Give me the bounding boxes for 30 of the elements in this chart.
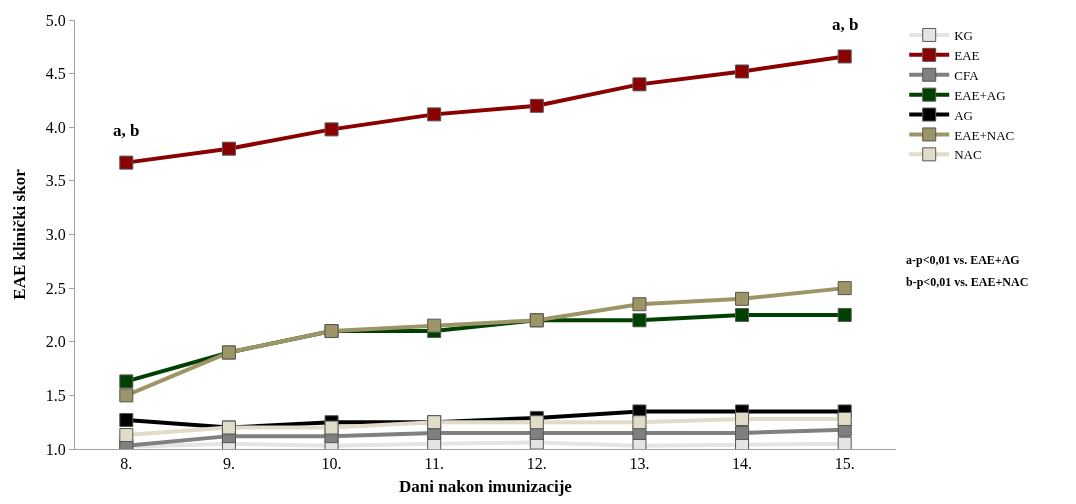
y-tick-label: 3.5 [45,172,66,190]
legend-label: EAE+NAC [954,127,1015,143]
legend-label: AG [954,107,973,123]
x-tick-label: 10. [321,455,342,473]
y-tick-label: 4.0 [45,118,66,136]
x-axis-title: Dani nakon imunizacije [399,476,573,496]
y-tick-label: 5.0 [45,11,66,29]
y-tick-label: 1.5 [45,386,66,404]
x-tick-label: 13. [629,455,650,473]
y-tick-label: 4.5 [45,65,66,83]
y-tick-label: 2.5 [45,279,66,297]
x-tick-label: 8. [120,455,133,473]
legend-label: NAC [954,147,982,163]
annotation: a, b [113,121,140,140]
legend-label: EAE [954,47,980,63]
annotation: a, b [832,15,859,34]
x-tick-label: 15. [834,455,855,473]
text: b-p<0,01 vs. EAE+NAC [906,275,1029,289]
x-tick-label: 12. [526,455,547,473]
x-tick-label: 9. [222,455,235,473]
x-tick-label: 11. [424,455,444,473]
y-axis-title: EAE klinički skor [10,168,30,300]
y-tick-label: 3.0 [45,226,66,244]
legend-label: KG [954,28,973,44]
y-tick-label: 2.0 [45,333,66,351]
legend-label: CFA [954,67,980,83]
y-tick-label: 1.0 [45,440,66,458]
text: a-p<0,01 vs. EAE+AG [906,253,1020,267]
x-tick-label: 14. [732,455,753,473]
legend-label: EAE+AG [954,87,1006,103]
